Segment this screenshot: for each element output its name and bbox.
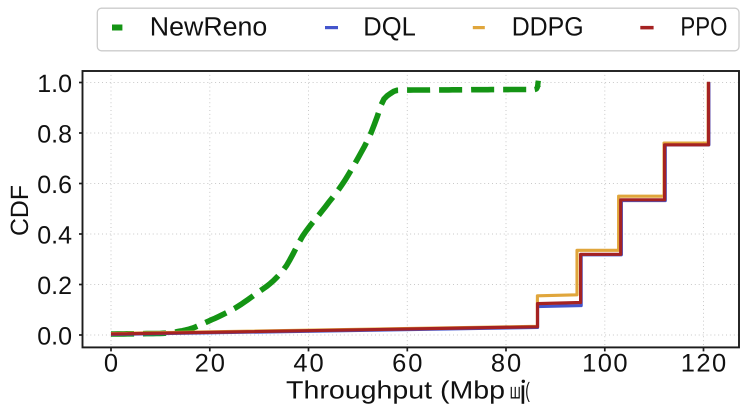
svg-text:0: 0 bbox=[104, 349, 118, 377]
svg-text:ш: ш bbox=[510, 378, 521, 403]
svg-text:100: 100 bbox=[582, 349, 627, 377]
svg-text:0.6: 0.6 bbox=[37, 171, 72, 199]
svg-text:(: ( bbox=[525, 379, 530, 403]
svg-text:CDF: CDF bbox=[6, 185, 34, 236]
svg-text:120: 120 bbox=[681, 349, 726, 377]
svg-text:0.0: 0.0 bbox=[37, 323, 72, 351]
svg-text:40: 40 bbox=[293, 349, 323, 377]
svg-text:Throughput (Mbp: Throughput (Mbp bbox=[286, 376, 505, 404]
svg-text:80: 80 bbox=[491, 349, 521, 377]
svg-text:60: 60 bbox=[392, 349, 422, 377]
svg-text:PPO: PPO bbox=[680, 12, 727, 42]
svg-text:DQL: DQL bbox=[363, 12, 416, 42]
svg-text:DDPG: DDPG bbox=[512, 12, 584, 42]
svg-text:0.4: 0.4 bbox=[37, 222, 72, 250]
svg-text:0.2: 0.2 bbox=[37, 272, 72, 300]
svg-text:1.0: 1.0 bbox=[37, 70, 72, 98]
svg-text:0.8: 0.8 bbox=[37, 121, 72, 149]
svg-text:NewReno: NewReno bbox=[150, 12, 267, 42]
svg-text:20: 20 bbox=[195, 349, 225, 377]
